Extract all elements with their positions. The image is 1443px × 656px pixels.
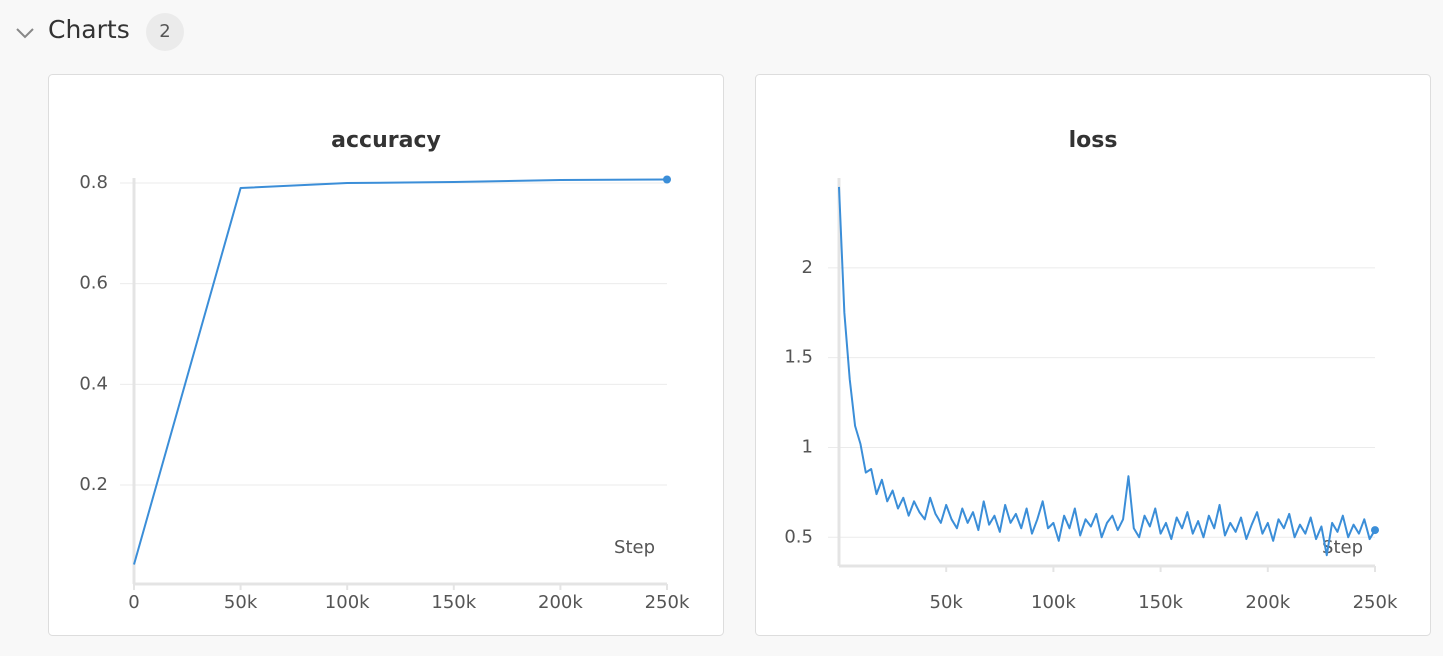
chart-title: accuracy	[331, 128, 441, 153]
x-tick-label: 200k	[1245, 592, 1290, 613]
y-tick-label: 0.4	[79, 373, 108, 394]
x-tick-label: 200k	[538, 592, 583, 613]
panel	[755, 74, 1431, 636]
x-axis-label: Step	[1322, 537, 1363, 558]
last-point	[663, 175, 671, 184]
section-title: Charts	[48, 15, 130, 44]
count-badge	[146, 13, 184, 51]
y-tick-label: 0.6	[79, 273, 108, 294]
collapse-chevron[interactable]	[16, 28, 34, 39]
x-tick-label: 100k	[1031, 592, 1076, 613]
panel	[48, 74, 724, 636]
y-tick-label: 2	[802, 257, 813, 278]
count-badge-text: 2	[159, 21, 170, 42]
y-tick-label: 0.2	[79, 474, 108, 495]
x-tick-label: 150k	[431, 592, 476, 613]
x-tick-label: 50k	[930, 592, 964, 613]
x-tick-label: 250k	[645, 592, 690, 613]
data-line	[838, 186, 1376, 557]
y-tick-label: 1	[802, 436, 813, 457]
y-tick-label: 1.5	[784, 347, 813, 368]
last-point	[1371, 526, 1379, 535]
x-tick-label: 250k	[1353, 592, 1398, 613]
chart-title: loss	[1069, 128, 1118, 153]
y-tick-label: 0.8	[79, 172, 108, 193]
x-tick-label: 0	[128, 592, 139, 613]
y-tick-label: 0.5	[784, 526, 813, 547]
x-axis-label: Step	[614, 537, 655, 558]
x-tick-label: 50k	[224, 592, 258, 613]
x-tick-label: 150k	[1138, 592, 1183, 613]
data-line	[133, 178, 668, 565]
x-tick-label: 100k	[325, 592, 370, 613]
